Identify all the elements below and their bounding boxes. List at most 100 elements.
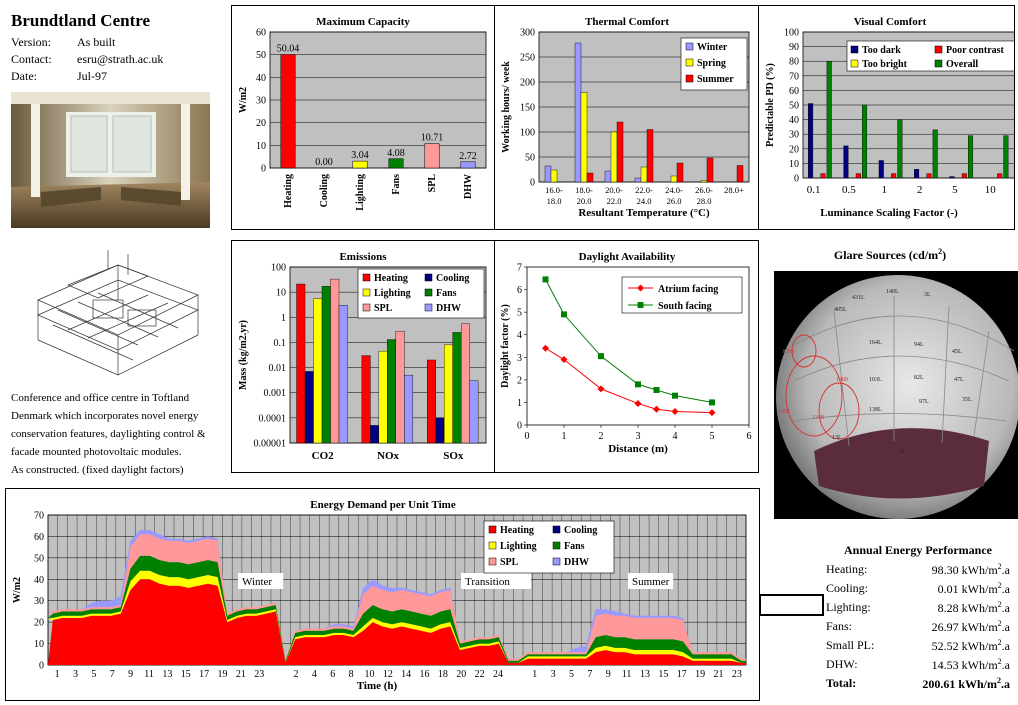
x-tick-label: 2 bbox=[917, 184, 923, 196]
legend-label: Cooling bbox=[564, 525, 597, 536]
legend-swatch bbox=[488, 541, 497, 550]
x-tick-label: 5 bbox=[91, 669, 96, 680]
bar bbox=[949, 176, 955, 179]
x-tick-label: 20 bbox=[456, 669, 466, 680]
legend-swatch bbox=[424, 303, 433, 312]
x-tick-label: 4 bbox=[673, 431, 678, 442]
x-tick-label: 7 bbox=[110, 669, 115, 680]
legend-swatch bbox=[362, 303, 371, 312]
bar bbox=[700, 180, 708, 183]
legend-swatch bbox=[934, 59, 943, 68]
x-tick-label: 10 bbox=[985, 184, 997, 196]
legend-label: Atrium facing bbox=[658, 284, 718, 295]
x-tick-label: Heating bbox=[283, 174, 294, 208]
performance-value: 200.61 kWh/m2.a bbox=[922, 676, 1010, 692]
y-tick-label: 100 bbox=[784, 28, 799, 39]
data-point bbox=[635, 381, 641, 388]
data-point bbox=[542, 344, 549, 352]
x-tick-label: 5 bbox=[569, 669, 574, 680]
data-point bbox=[709, 399, 715, 406]
thermal-comfort-panel: Thermal Comfort 0 50 100 150 200 250 300 Working… bbox=[494, 5, 759, 230]
max-capacity-panel: Maximum Capacity 0 10 20 30 40 50 60 W/m2 50.04 He… bbox=[231, 5, 495, 230]
meta-contact: Contact: esru@strath.ac.uk bbox=[11, 52, 163, 67]
bar bbox=[550, 169, 558, 183]
bar bbox=[580, 92, 588, 183]
y-tick-label: 0.01 bbox=[269, 363, 287, 374]
y-tick-label: 80 bbox=[789, 57, 799, 68]
y-tick-label: 0.00001 bbox=[254, 439, 287, 450]
y-tick-label: 0 bbox=[530, 178, 535, 189]
x-tick-label: 10 bbox=[364, 669, 374, 680]
fisheye-graphic: 431L 140L 3L 405L 164L 94L 45L 103L 82L 47L 138… bbox=[776, 275, 1018, 519]
annotation-label: Winter bbox=[242, 576, 272, 588]
performance-unit-sup: 2 bbox=[997, 619, 1002, 628]
y-tick-label: 150 bbox=[520, 103, 535, 114]
bar bbox=[634, 177, 642, 183]
description-line: As constructed. (fixed daylight factors) bbox=[11, 464, 184, 476]
legend-swatch bbox=[552, 525, 561, 534]
x-tick-label: 23 bbox=[732, 669, 742, 680]
legend-label: Too bright bbox=[862, 59, 908, 70]
bar bbox=[460, 161, 476, 169]
svg-text:405L: 405L bbox=[834, 307, 847, 313]
bar bbox=[378, 350, 388, 444]
svg-text:164L: 164L bbox=[869, 340, 882, 346]
bar bbox=[604, 170, 612, 183]
description-line: facade mounted photovoltaic modules. bbox=[11, 446, 182, 458]
bar bbox=[338, 305, 348, 444]
y-tick-label: 0.0001 bbox=[259, 413, 287, 424]
glare-title: Glare Sources (cd/m2) bbox=[770, 247, 1010, 263]
performance-unit: kWh/m bbox=[961, 658, 998, 672]
meta-contact-value[interactable]: esru@strath.ac.uk bbox=[77, 52, 164, 66]
y-tick-label: 30 bbox=[789, 130, 799, 141]
legend-label: Lighting bbox=[500, 541, 537, 552]
legend-label: Heating bbox=[500, 525, 534, 536]
x-tick-label: 22.0 bbox=[607, 196, 622, 206]
bar bbox=[388, 158, 404, 169]
visual-comfort-panel: Visual Comfort 0 10 20 30 40 50 60 70 80 90 100 Pred… bbox=[758, 5, 1018, 230]
bar bbox=[330, 278, 340, 444]
performance-unit-sup: 2 bbox=[997, 657, 1002, 666]
x-tick-label: 0.5 bbox=[842, 184, 856, 196]
annual-performance-title: Annual Energy Performance bbox=[844, 543, 992, 557]
performance-unit-sup: 2 bbox=[997, 676, 1001, 685]
description-line: Denmark which incorporates novel energy bbox=[11, 410, 199, 422]
bar bbox=[313, 298, 323, 444]
legend-label: SPL bbox=[374, 303, 393, 314]
performance-unit-sup: 2 bbox=[997, 638, 1002, 647]
x-tick-label: 15 bbox=[181, 669, 191, 680]
wireframe-graphic bbox=[37, 250, 199, 376]
y-tick-label: 300 bbox=[520, 28, 535, 39]
bar bbox=[460, 323, 470, 444]
performance-row: Fans: 26.97 kWh/m2.a bbox=[826, 619, 1010, 634]
bar bbox=[926, 173, 932, 179]
performance-label: Total: bbox=[826, 676, 857, 690]
x-tick-label: 3 bbox=[636, 431, 641, 442]
legend-swatch bbox=[424, 273, 433, 282]
energy-demand-chart: Energy Demand per Unit Time 0 10 20 30 40 50 60… bbox=[12, 499, 747, 692]
y-axis-label: Daylight factor (%) bbox=[500, 304, 511, 388]
legend-label: South facing bbox=[658, 301, 712, 312]
y-tick-label: 250 bbox=[520, 53, 535, 64]
y-tick-label: 200 bbox=[520, 78, 535, 89]
performance-unit: kWh/m bbox=[961, 639, 998, 653]
svg-text:94L: 94L bbox=[914, 342, 924, 348]
y-tick-label: 1 bbox=[281, 313, 286, 324]
y-tick-label: 0.1 bbox=[274, 338, 287, 349]
performance-row: Lighting: 8.28 kWh/m2.a bbox=[826, 600, 1010, 615]
x-tick-label: 26.0 bbox=[667, 196, 682, 206]
annotation-label: Summer bbox=[632, 576, 670, 588]
x-tick-label: 11 bbox=[144, 669, 154, 680]
bar bbox=[404, 374, 414, 444]
data-point bbox=[542, 276, 549, 283]
data-point bbox=[561, 311, 567, 318]
bar bbox=[646, 129, 654, 183]
data-point bbox=[672, 392, 678, 399]
bar bbox=[997, 173, 1003, 179]
chart-title: Visual Comfort bbox=[854, 16, 927, 28]
x-tick-label: 11 bbox=[622, 669, 632, 680]
bar bbox=[352, 160, 368, 169]
svg-text:97L: 97L bbox=[919, 399, 929, 405]
x-tick-label: 19 bbox=[218, 669, 228, 680]
area-series bbox=[48, 579, 746, 665]
